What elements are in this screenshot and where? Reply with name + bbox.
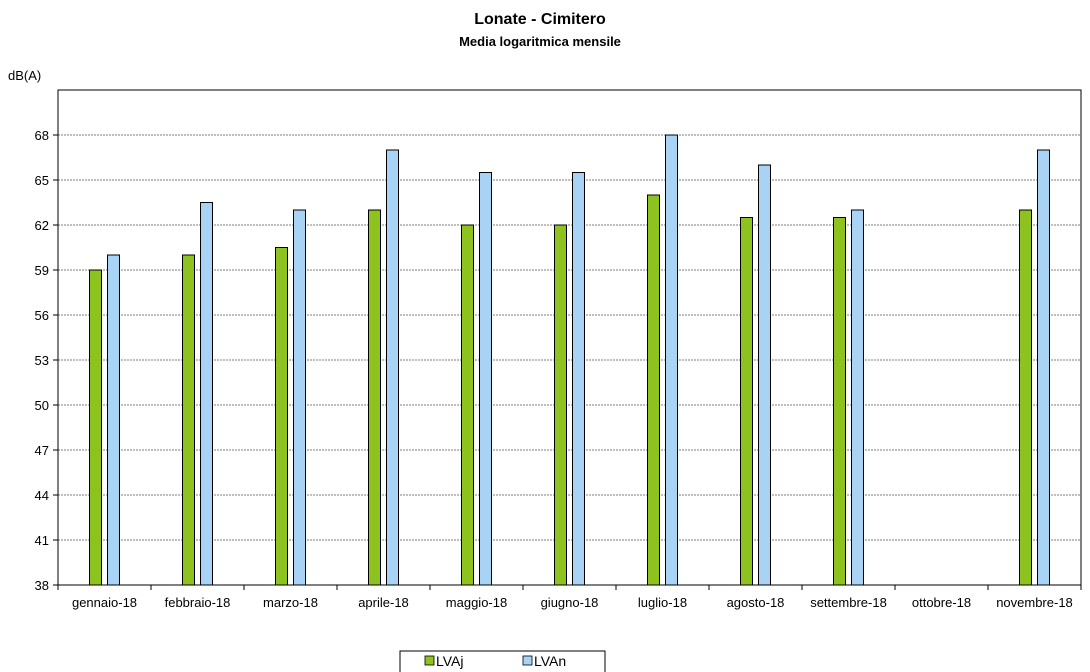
legend-box [399, 650, 606, 672]
bar-lvan [665, 134, 678, 586]
x-tick-label: agosto-18 [727, 595, 785, 610]
bar-lvaj [554, 224, 567, 586]
legend-swatch-lvaj [424, 655, 435, 666]
bar-lvan [851, 209, 864, 586]
bar-lvan [1037, 149, 1050, 586]
x-tick-label: settembre-18 [810, 595, 887, 610]
legend-label-lvaj: LVAj [436, 653, 464, 669]
y-tick-label: 62 [35, 218, 49, 233]
x-tick-label: luglio-18 [638, 595, 687, 610]
bar-lvan [572, 172, 585, 586]
x-tick-label: aprile-18 [358, 595, 409, 610]
plot-area [57, 89, 1082, 586]
y-tick-label: 41 [35, 533, 49, 548]
y-tick-label: 53 [35, 353, 49, 368]
bar-lvaj [740, 217, 753, 586]
chart-title: Lonate - Cimitero [474, 11, 606, 28]
x-tick-label: novembre-18 [996, 595, 1073, 610]
bar-lvaj [182, 254, 195, 586]
legend-swatch-lvan [522, 655, 533, 666]
y-tick-label: 56 [35, 308, 49, 323]
x-tick-label: febbraio-18 [165, 595, 231, 610]
bar-lvan [479, 172, 492, 586]
bar-lvan [758, 164, 771, 586]
x-axis: gennaio-18 febbraio-18 marzo-18 aprile-18 ma… [57, 585, 1082, 610]
bar-lvan [107, 254, 120, 586]
chart-subtitle: Media logaritmica mensile [459, 34, 621, 49]
x-tick-label: giugno-18 [541, 595, 599, 610]
x-tick-label: ottobre-18 [912, 595, 971, 610]
bar-lvaj [833, 217, 846, 586]
legend-label-lvan: LVAn [534, 653, 566, 669]
y-tick-label: 47 [35, 443, 49, 458]
bar-lvaj [647, 194, 660, 586]
legend: LVAj LVAn [399, 650, 606, 672]
bar-lvan [200, 202, 213, 586]
bar-lvaj [275, 247, 288, 586]
x-tick-label: gennaio-18 [72, 595, 137, 610]
gridlines [58, 134, 1081, 541]
x-tick-label: marzo-18 [263, 595, 318, 610]
y-tick-label: 59 [35, 263, 49, 278]
y-tick-label: 38 [35, 578, 49, 593]
x-tick-label: maggio-18 [446, 595, 507, 610]
y-tick-label: 68 [35, 128, 49, 143]
bar-lvan [293, 209, 306, 586]
y-tick-label: 65 [35, 173, 49, 188]
y-tick-label: 44 [35, 488, 49, 503]
bar-lvaj [89, 269, 102, 586]
bar-lvaj [368, 209, 381, 586]
bar-lvaj [461, 224, 474, 586]
y-axis-label: dB(A) [8, 68, 41, 83]
y-axis: 38 41 44 47 50 53 56 59 62 65 68 [35, 128, 58, 593]
bar-lvaj [1019, 209, 1032, 586]
bar-lvan [386, 149, 399, 586]
y-tick-label: 50 [35, 398, 49, 413]
